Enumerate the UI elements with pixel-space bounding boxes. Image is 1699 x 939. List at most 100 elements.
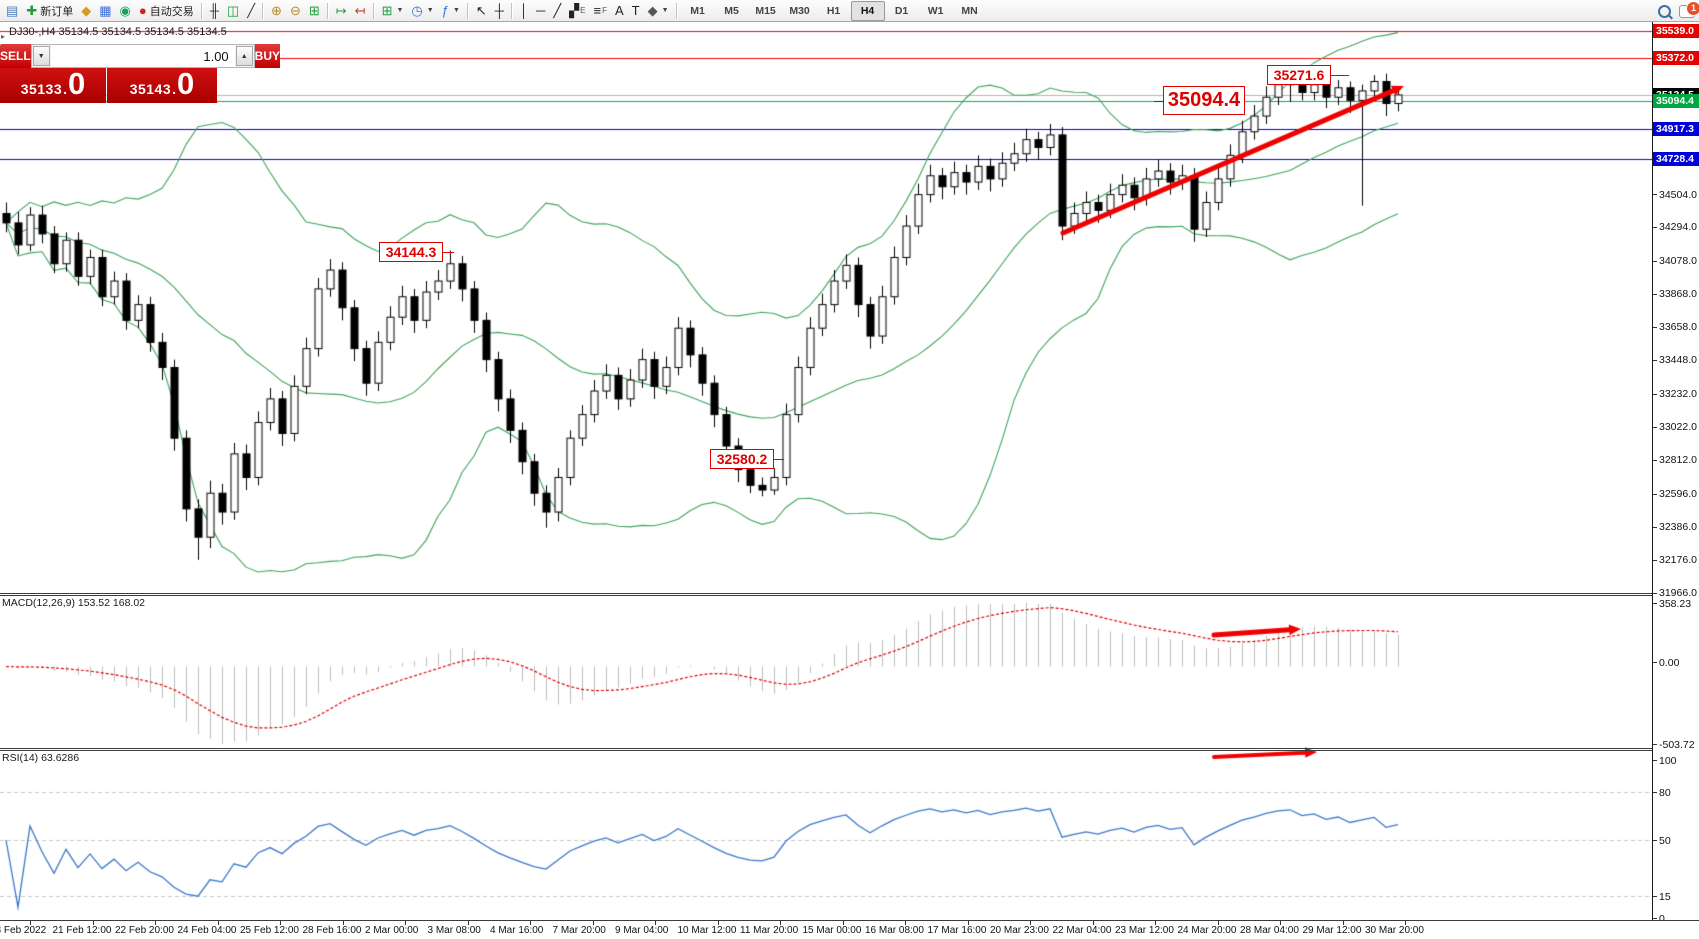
timeframe-button-h4[interactable]: H4 xyxy=(850,0,885,21)
text-label-icon[interactable]: T xyxy=(628,1,644,21)
price-axis-tick: 34078.0 xyxy=(1653,255,1697,268)
timeframe-button-m5[interactable]: M5 xyxy=(724,4,739,17)
crosshair-icon[interactable]: ┼ xyxy=(491,1,508,21)
rsi-axis-tick: 80 xyxy=(1653,786,1671,799)
price-axis-tick: 34294.0 xyxy=(1653,221,1697,234)
time-axis-label: 25 Feb 12:00 xyxy=(240,925,299,936)
rsi-indicator-label: RSI(14) 63.6286 xyxy=(2,752,80,764)
zoom-in-icon[interactable]: ⊕ xyxy=(267,1,286,21)
price-level-label: 35094.4 xyxy=(1653,94,1699,109)
price-axis-tick: 32176.0 xyxy=(1653,554,1697,567)
dropdown-caret-icon[interactable]: ▼ xyxy=(396,7,404,14)
shapes-icon[interactable]: ◆ ▼ xyxy=(644,1,673,21)
line-chart-icon[interactable]: ╱ xyxy=(243,1,259,21)
sell-price-pip: 0 xyxy=(68,68,86,101)
trade-panel-toggle-icon[interactable]: ▸ xyxy=(1,32,6,41)
horizontal-line-icon[interactable]: ─ xyxy=(532,1,549,21)
cursor-icon[interactable]: ↖ xyxy=(472,1,491,21)
announcement-icon[interactable]: ◆ xyxy=(77,1,95,21)
autotrading-button: ● xyxy=(138,3,147,18)
price-level-label: 34917.3 xyxy=(1653,122,1699,137)
search-icon[interactable] xyxy=(1658,4,1671,18)
signals-icon[interactable]: ◉ xyxy=(116,1,135,21)
trendline-icon[interactable]: ╱ xyxy=(549,1,565,21)
dropdown-caret-icon[interactable]: ▼ xyxy=(426,7,434,14)
sell-price[interactable]: 35133 . 0 xyxy=(0,68,106,103)
shapes-icon: ◆ xyxy=(647,3,658,18)
periods-icon[interactable]: ◷ ▼ xyxy=(407,1,437,21)
price-callout[interactable]: 32580.2 xyxy=(710,449,784,469)
new-chart-icon[interactable]: ⊞ ▼ xyxy=(378,1,408,21)
price-callout[interactable]: 35094.4 xyxy=(1154,86,1245,115)
rsi-pane-separator[interactable] xyxy=(0,748,1652,751)
line-chart-icon: ╱ xyxy=(247,3,256,18)
chart-shift-icon[interactable]: ↤ xyxy=(351,1,370,21)
tile-windows-icon[interactable]: ⊞ xyxy=(305,1,324,21)
chart-window-icon[interactable]: ▤ xyxy=(2,1,22,21)
price-axis-tick: 33658.0 xyxy=(1653,321,1697,334)
vertical-line-icon[interactable]: │ xyxy=(516,1,532,21)
new-order-button[interactable]: ✚ 新订单 xyxy=(22,1,77,21)
trade-panel-prices: 35133 . 0 35143 . 0 xyxy=(0,68,217,103)
timeframe-button-w1[interactable]: W1 xyxy=(927,4,944,17)
horizontal-line-icon: ─ xyxy=(536,3,546,18)
price-axis-tick: 32812.0 xyxy=(1653,454,1697,467)
timeframe-button-mn[interactable]: MN xyxy=(961,4,978,17)
buy-button[interactable]: BUY xyxy=(254,44,281,68)
chat-icon[interactable]: 1 xyxy=(1679,0,1699,18)
indicators-icon[interactable]: ƒ ▼ xyxy=(438,1,464,21)
macd-pane-separator[interactable] xyxy=(0,593,1652,596)
volume-stepper: ▼ ▲ xyxy=(30,44,255,68)
timeframe-button-m1[interactable]: M1 xyxy=(690,4,705,17)
toolbar-separator xyxy=(466,2,469,19)
time-axis-label: 15 Mar 00:00 xyxy=(802,925,862,936)
axis-tick-mark xyxy=(1653,359,1657,361)
chart-canvas[interactable] xyxy=(0,22,1652,920)
time-axis-label: 21 Feb 12:00 xyxy=(52,925,112,936)
volume-input[interactable] xyxy=(50,45,235,67)
axis-tick-mark xyxy=(1653,493,1657,495)
time-axis-label: 18 Feb 2022 xyxy=(0,925,47,936)
bar-chart-icon[interactable]: ╫ xyxy=(206,1,223,21)
equidistant-channel-icon: ▞ xyxy=(569,3,580,18)
trade-panel-header: SELL ▼ ▲ BUY xyxy=(0,44,281,68)
price-callout[interactable]: 35271.6 xyxy=(1267,65,1349,85)
zoom-out-icon[interactable]: ⊖ xyxy=(286,1,305,21)
time-axis-tick xyxy=(967,921,969,925)
market-watch-icon[interactable]: ▦ xyxy=(95,1,115,21)
time-axis-label: 16 Mar 08:00 xyxy=(865,925,924,936)
time-axis-tick xyxy=(405,921,406,925)
toolbar-right-group: 1 xyxy=(1658,0,1699,22)
candlestick-chart-icon[interactable]: ◫ xyxy=(223,1,243,21)
timeframe-button-m30[interactable]: M30 xyxy=(789,4,810,17)
autotrading-button[interactable]: ● 自动交易 xyxy=(135,1,198,21)
axis-tick-mark xyxy=(1653,194,1657,195)
rsi-axis-tick: 0 xyxy=(1653,912,1665,925)
sell-button[interactable]: SELL xyxy=(0,44,31,68)
dropdown-caret-icon[interactable]: ▼ xyxy=(452,7,460,14)
indicators-icon: ƒ xyxy=(441,3,449,18)
price-level-label: 35372.0 xyxy=(1653,50,1699,65)
volume-increase-button[interactable]: ▲ xyxy=(235,46,253,66)
timeframe-button-m15[interactable]: M15 xyxy=(755,4,776,17)
dropdown-caret-icon[interactable]: ▼ xyxy=(661,7,669,14)
volume-decrease-button[interactable]: ▼ xyxy=(32,46,50,66)
buy-price[interactable]: 35143 . 0 xyxy=(107,68,217,103)
time-axis-tick xyxy=(530,921,531,925)
timeframe-button-h1[interactable]: H1 xyxy=(826,4,841,17)
price-callout[interactable]: 34144.3 xyxy=(379,242,454,262)
zoom-in-icon: ⊕ xyxy=(271,3,282,18)
rsi-axis-tick: 100 xyxy=(1653,754,1677,767)
vertical-line-icon: │ xyxy=(520,3,529,18)
equidistant-channel-icon[interactable]: ▞ E xyxy=(565,1,589,21)
timeframe-button-d1[interactable]: D1 xyxy=(894,4,909,17)
new-order-button: ✚ xyxy=(26,3,38,18)
time-axis-tick xyxy=(342,921,344,925)
auto-scroll-icon[interactable]: ↦ xyxy=(332,1,351,21)
axis-tick-mark xyxy=(1653,526,1657,528)
text-icon[interactable]: A xyxy=(611,1,628,21)
fibonacci-icon[interactable]: ≡ F xyxy=(590,1,611,21)
tile-windows-icon: ⊞ xyxy=(308,3,320,18)
time-axis-label: 22 Mar 04:00 xyxy=(1052,925,1112,936)
